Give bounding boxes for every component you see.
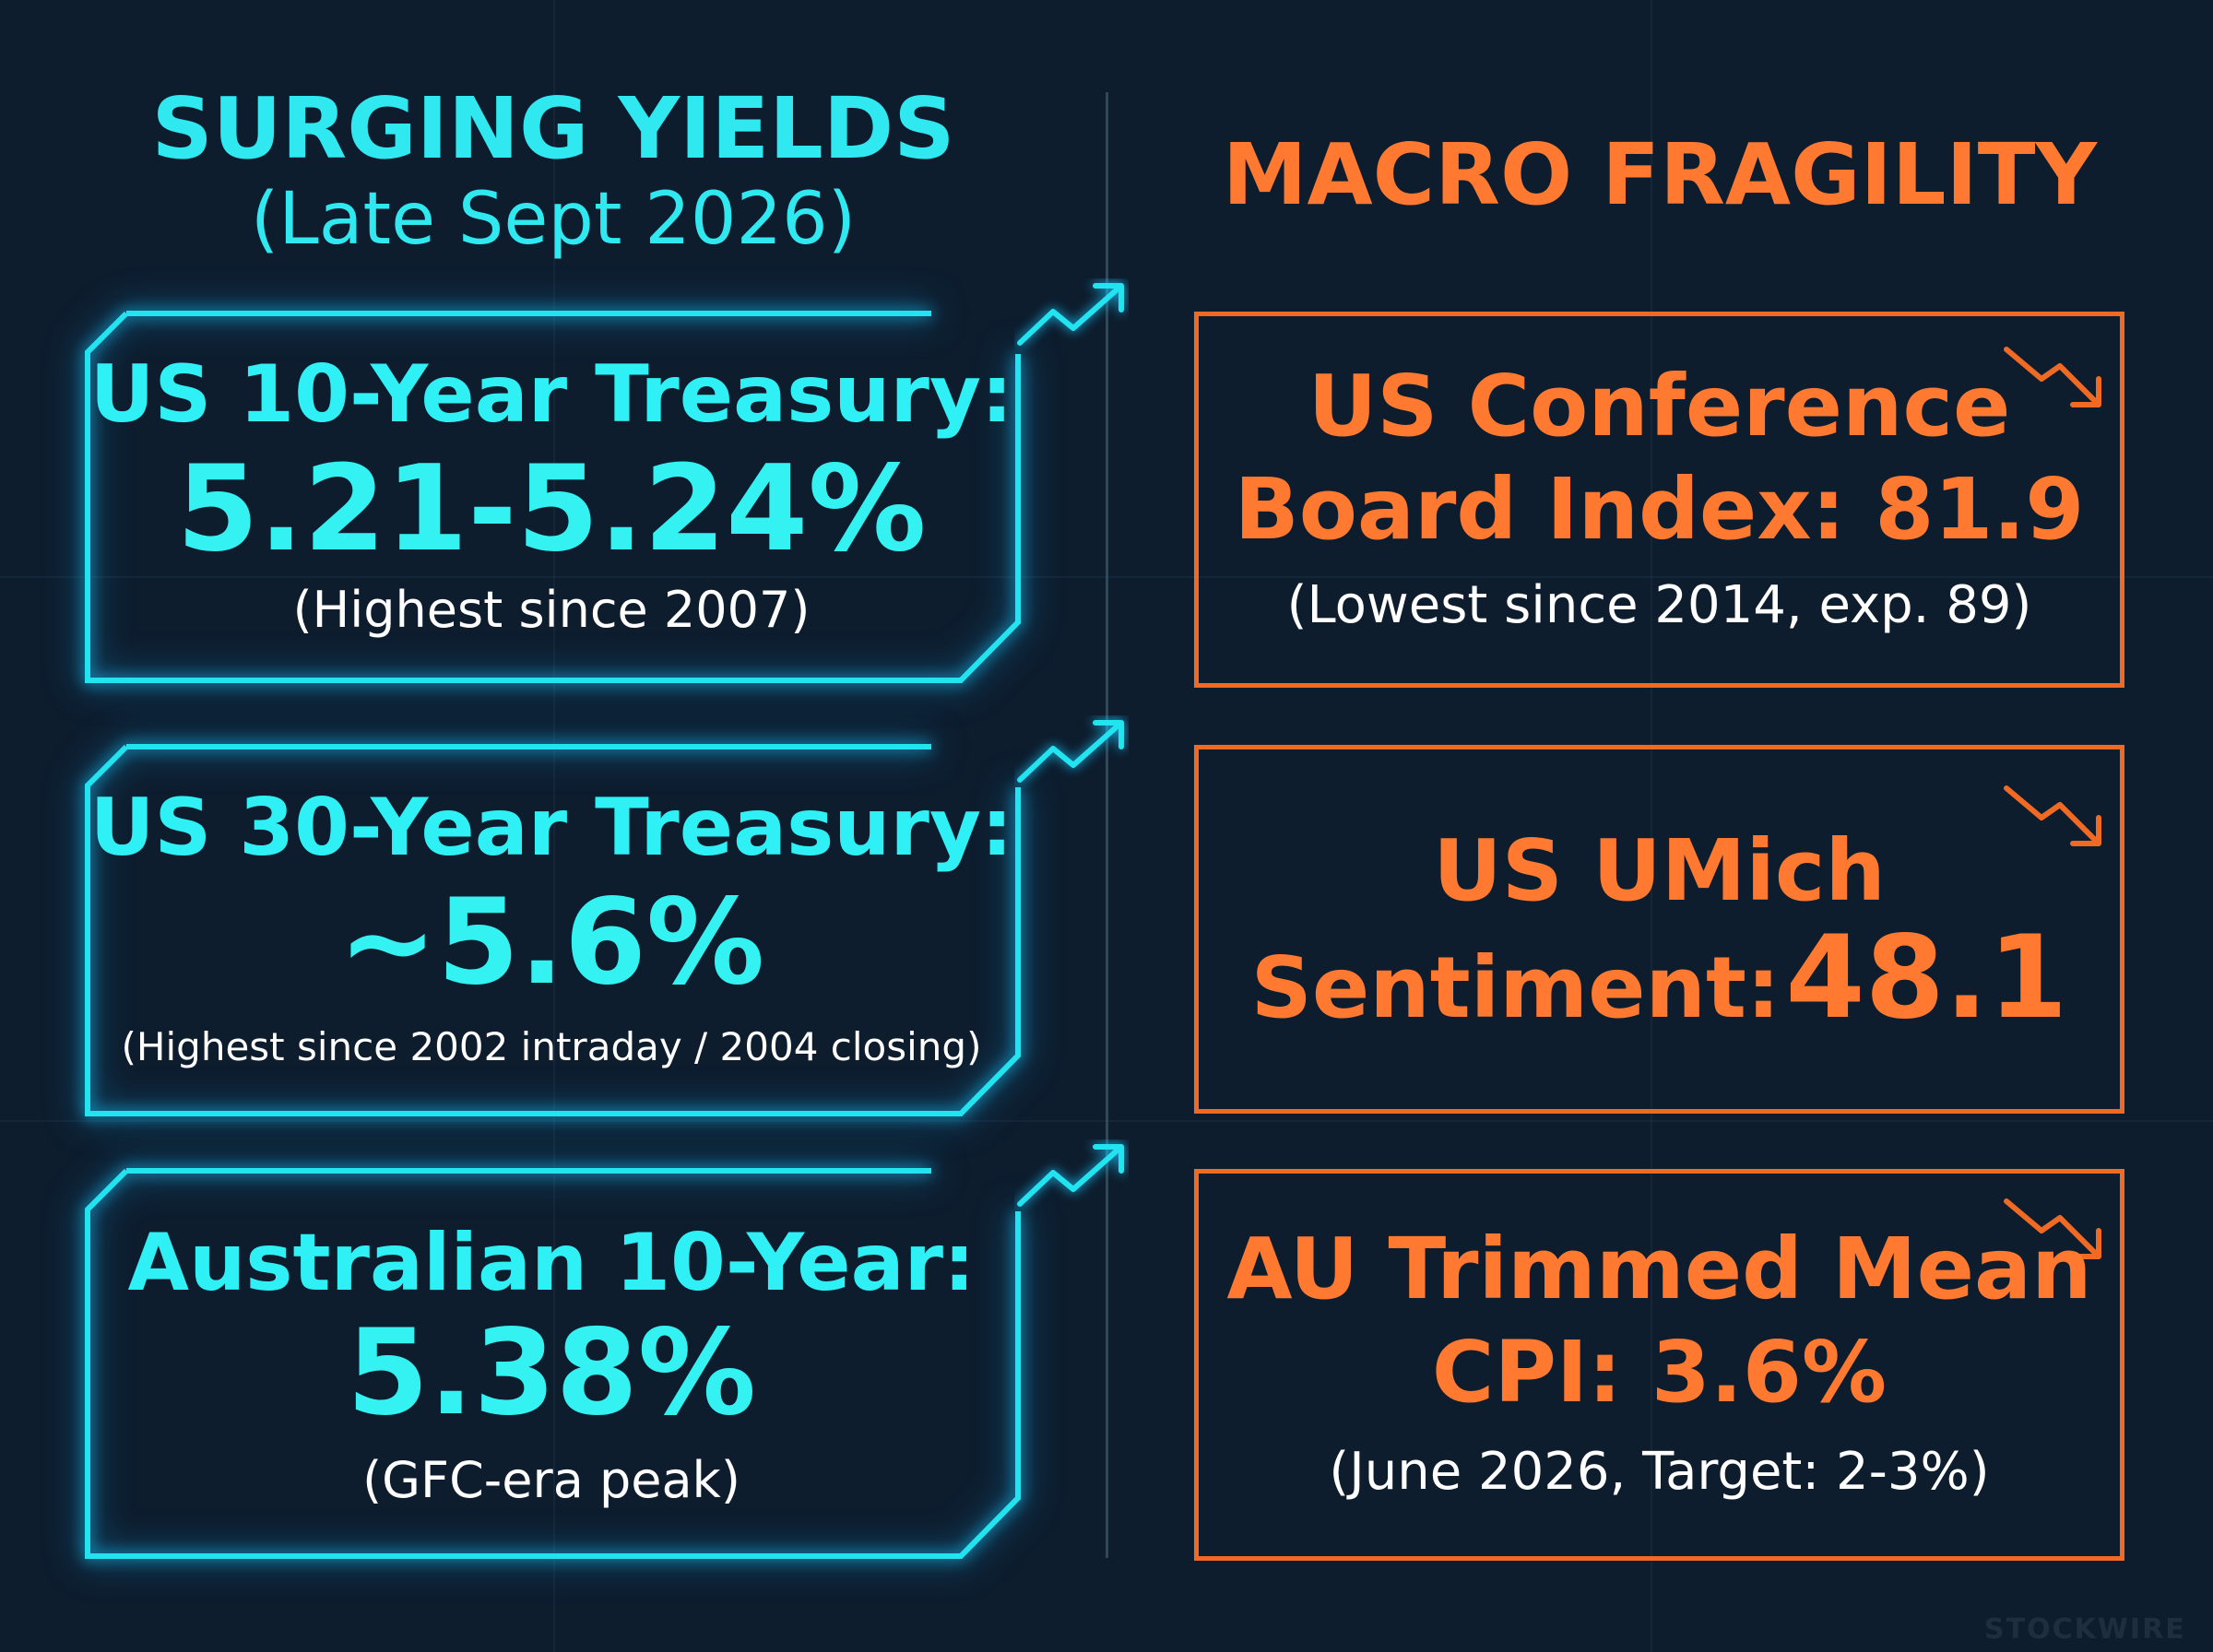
card-note: (June 2026, Target: 2-3%)	[1329, 1442, 1990, 1502]
yield-card-us30y: US 30-Year Treasury: ~5.6% (Highest sinc…	[85, 720, 1124, 1116]
trend-down-icon	[2004, 347, 2101, 407]
grid-line	[553, 0, 555, 1652]
grid-line	[1651, 0, 1652, 1652]
card-title: US 10-Year Treasury:	[89, 348, 1013, 441]
card-value: ~5.6%	[337, 874, 765, 1011]
macro-card-au-cpi: AU Trimmed Mean CPI: 3.6% (June 2026, Ta…	[1194, 1169, 2124, 1561]
card-note: (Highest since 2007)	[292, 581, 811, 639]
card-title-line2: Sentiment: 48.1	[1199, 915, 2120, 1075]
watermark: STOCKWIRE	[1984, 1613, 2186, 1646]
card-title-line1: US Conference	[1308, 357, 2011, 455]
macro-card-umich: US UMich Sentiment: 48.1	[1194, 745, 2124, 1114]
trend-up-icon	[1017, 283, 1124, 346]
card-value: 5.21-5.24%	[176, 441, 927, 578]
trend-down-icon	[2004, 785, 2101, 846]
trend-down-icon	[2004, 1198, 2101, 1259]
sentiment-label: Sentiment:	[1250, 938, 1781, 1037]
card-note: (Highest since 2002 intraday / 2004 clos…	[121, 1024, 982, 1069]
trend-up-icon	[1017, 1144, 1124, 1207]
card-title-line1: US UMich	[1433, 821, 1886, 920]
sentiment-value: 48.1	[1785, 912, 2068, 1044]
card-note: (GFC-era peak)	[362, 1451, 740, 1509]
macro-card-conference-board: US Conference Board Index: 81.9 (Lowest …	[1194, 312, 2124, 688]
column-divider	[1106, 92, 1108, 1558]
card-note: (Lowest since 2014, exp. 89)	[1286, 575, 2032, 635]
right-heading: MACRO FRAGILITY	[1222, 125, 2098, 224]
card-title: Australian 10-Year:	[127, 1217, 976, 1309]
card-value: 5.38%	[346, 1304, 757, 1442]
yield-card-au10y: Australian 10-Year: 5.38% (GFC-era peak)	[85, 1144, 1124, 1559]
trend-up-icon	[1017, 720, 1124, 783]
card-title-line2: Board Index: 81.9	[1234, 460, 2085, 559]
card-title-line1: AU Trimmed Mean	[1226, 1220, 2092, 1318]
card-frame	[85, 311, 1021, 683]
yield-card-us10y: US 10-Year Treasury: 5.21-5.24% (Highest…	[85, 283, 1124, 683]
card-title: US 30-Year Treasury:	[89, 782, 1013, 874]
card-title-line2: CPI: 3.6%	[1431, 1323, 1888, 1422]
card-frame	[85, 1168, 1021, 1559]
card-frame	[85, 744, 1021, 1116]
left-heading: SURGING YIELDS	[151, 79, 955, 178]
left-subheading: (Late Sept 2026)	[250, 178, 857, 261]
